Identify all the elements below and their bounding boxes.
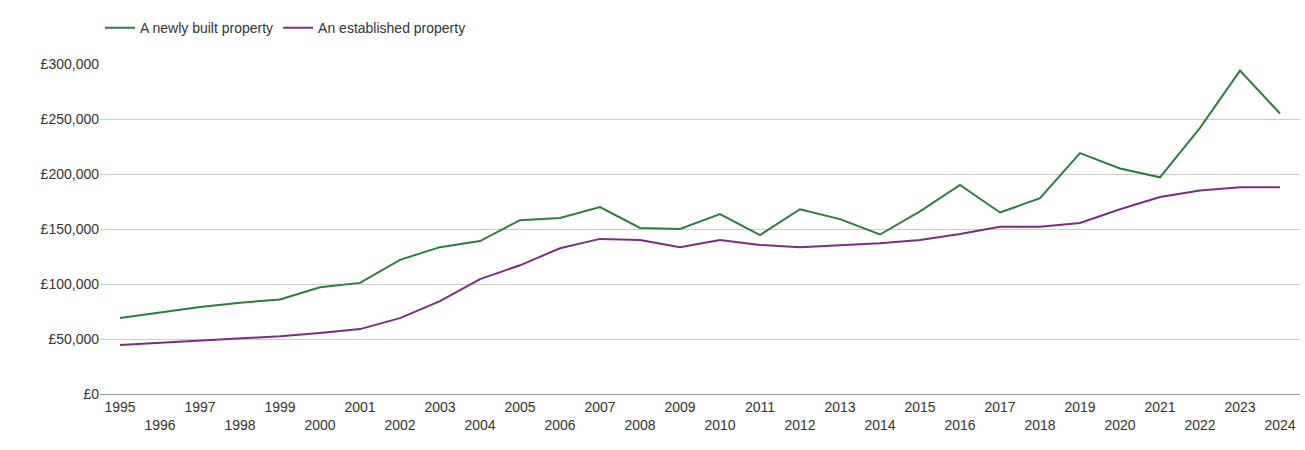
- svg-text:A newly built property: A newly built property: [140, 20, 273, 36]
- svg-text:2004: 2004: [464, 417, 495, 433]
- svg-text:2006: 2006: [544, 417, 575, 433]
- svg-text:2013: 2013: [824, 399, 855, 415]
- svg-text:2015: 2015: [904, 399, 935, 415]
- svg-text:2017: 2017: [984, 399, 1015, 415]
- svg-text:2016: 2016: [944, 417, 975, 433]
- svg-text:£200,000: £200,000: [41, 166, 100, 182]
- svg-text:2005: 2005: [504, 399, 535, 415]
- svg-text:2023: 2023: [1224, 399, 1255, 415]
- svg-text:2001: 2001: [344, 399, 375, 415]
- svg-text:2009: 2009: [664, 399, 695, 415]
- svg-text:£100,000: £100,000: [41, 276, 100, 292]
- svg-text:2003: 2003: [424, 399, 455, 415]
- svg-text:1995: 1995: [104, 399, 135, 415]
- svg-text:1999: 1999: [264, 399, 295, 415]
- svg-text:2018: 2018: [1024, 417, 1055, 433]
- svg-text:2007: 2007: [584, 399, 615, 415]
- svg-text:1996: 1996: [144, 417, 175, 433]
- svg-text:2022: 2022: [1184, 417, 1215, 433]
- svg-text:2021: 2021: [1144, 399, 1175, 415]
- svg-text:£50,000: £50,000: [48, 331, 99, 347]
- svg-text:An established property: An established property: [318, 20, 465, 36]
- svg-text:2008: 2008: [624, 417, 655, 433]
- svg-text:£0: £0: [83, 386, 99, 402]
- svg-text:1997: 1997: [184, 399, 215, 415]
- svg-text:£250,000: £250,000: [41, 111, 100, 127]
- svg-text:2012: 2012: [784, 417, 815, 433]
- svg-text:2014: 2014: [864, 417, 895, 433]
- svg-text:2000: 2000: [304, 417, 335, 433]
- svg-text:£150,000: £150,000: [41, 221, 100, 237]
- svg-text:2011: 2011: [745, 399, 775, 415]
- svg-text:2020: 2020: [1104, 417, 1135, 433]
- svg-text:2024: 2024: [1264, 417, 1295, 433]
- svg-text:2010: 2010: [704, 417, 735, 433]
- svg-text:1998: 1998: [224, 417, 255, 433]
- svg-text:£300,000: £300,000: [41, 56, 100, 72]
- svg-text:2019: 2019: [1064, 399, 1095, 415]
- svg-text:2002: 2002: [384, 417, 415, 433]
